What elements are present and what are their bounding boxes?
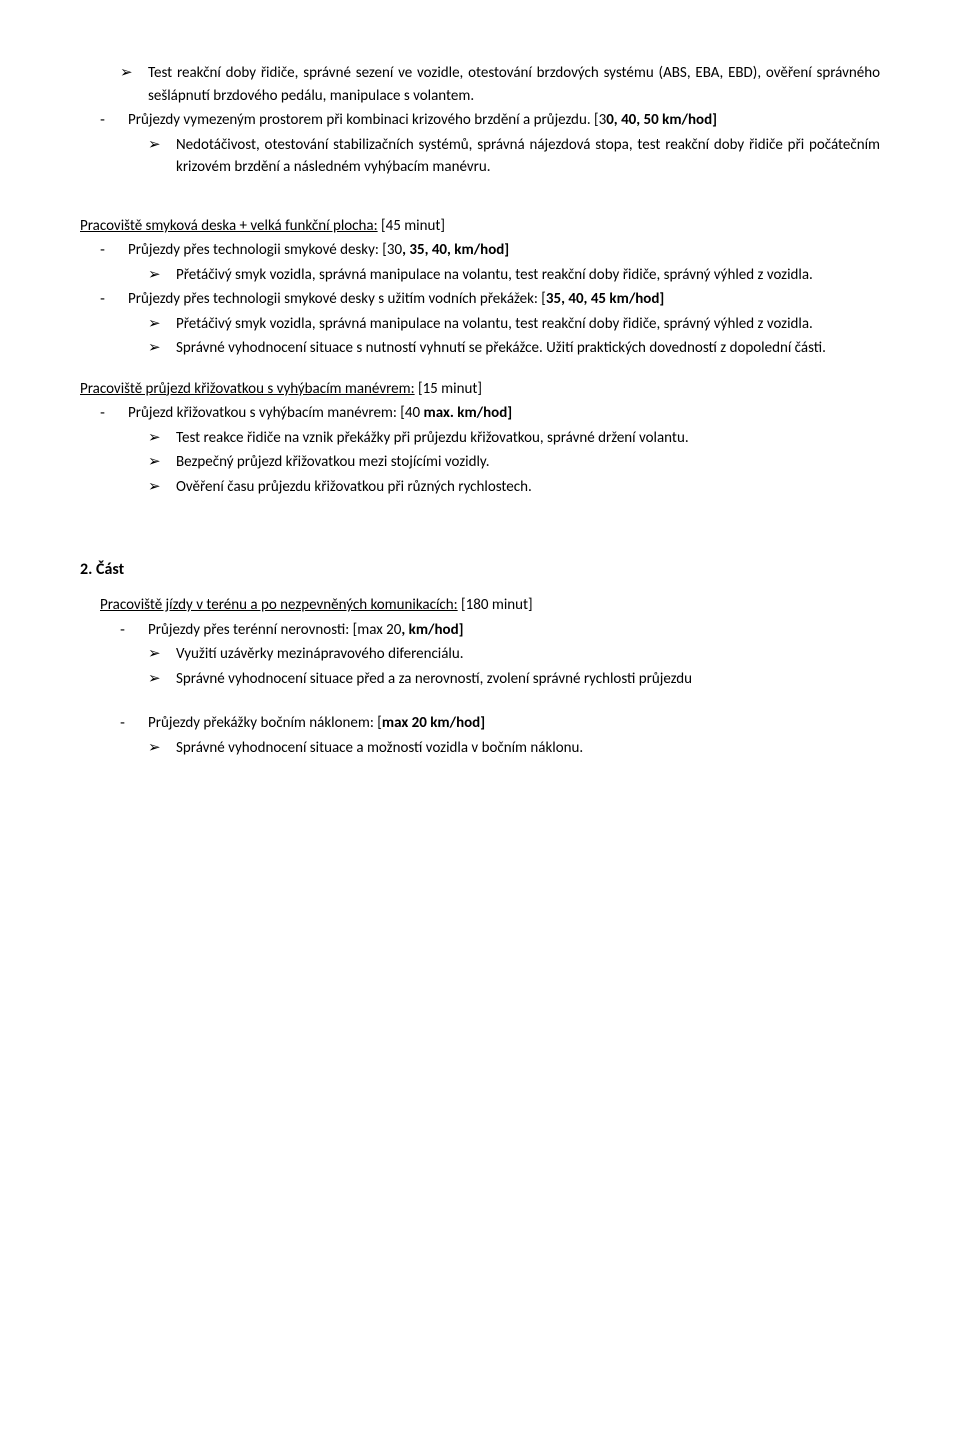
bullet-dash: - Průjezdy přes technologii smykové desk… [80, 239, 880, 262]
section-3: Pracoviště průjezd křižovatkou s vyhýbac… [80, 378, 880, 499]
arrow-icon: ➢ [80, 427, 176, 450]
dash-icon: - [80, 109, 128, 132]
arrow-icon: ➢ [80, 264, 176, 287]
dash-icon: - [80, 619, 148, 642]
bullet-arrow: ➢ Ověření času průjezdu křižovatkou při … [80, 476, 880, 499]
text: Správné vyhodnocení situace před a za ne… [176, 668, 880, 691]
bullet-arrow: ➢ Využití uzávěrky mezinápravového difer… [80, 643, 880, 666]
bullet-arrow: ➢ Přetáčivý smyk vozidla, správná manipu… [80, 313, 880, 336]
arrow-icon: ➢ [80, 313, 176, 336]
dash-icon: - [80, 402, 128, 425]
bullet-dash: - Průjezdy přes technologii smykové desk… [80, 288, 880, 311]
dash-icon: - [80, 712, 148, 735]
text: Nedotáčivost, otestování stabilizačních … [176, 134, 880, 179]
bullet-dash: - Průjezd křižovatkou s vyhýbacím manévr… [80, 402, 880, 425]
bullet-arrow: ➢ Nedotáčivost, otestování stabilizačníc… [80, 134, 880, 179]
section-1: ➢ Test reakční doby řidiče, správné seze… [80, 62, 880, 179]
bullet-dash: - Průjezdy překážky bočním náklonem: [ma… [80, 712, 880, 735]
dash-icon: - [80, 288, 128, 311]
heading: Pracoviště jízdy v terénu a po nezpevněn… [100, 594, 880, 617]
text: Využití uzávěrky mezinápravového diferen… [176, 643, 880, 666]
text: Bezpečný průjezd křižovatkou mezi stojíc… [176, 451, 880, 474]
arrow-icon: ➢ [80, 668, 176, 691]
arrow-icon: ➢ [80, 737, 176, 760]
arrow-icon: ➢ [80, 643, 176, 666]
bullet-arrow: ➢ Správné vyhodnocení situace před a za … [80, 668, 880, 691]
bullet-arrow: ➢ Bezpečný průjezd křižovatkou mezi stoj… [80, 451, 880, 474]
text: Ověření času průjezdu křižovatkou při rů… [176, 476, 880, 499]
text: Přetáčivý smyk vozidla, správná manipula… [176, 313, 880, 336]
text: Test reakční doby řidiče, správné sezení… [148, 62, 880, 107]
section-2: Pracoviště smyková deska + velká funkční… [80, 215, 880, 360]
heading: Pracoviště smyková deska + velká funkční… [80, 215, 880, 238]
text: Průjezdy překážky bočním náklonem: [max … [148, 712, 880, 735]
bullet-dash: - Průjezdy vymezeným prostorem při kombi… [80, 109, 880, 132]
heading: Pracoviště průjezd křižovatkou s vyhýbac… [80, 378, 880, 401]
arrow-icon: ➢ [80, 476, 176, 499]
bullet-dash: - Průjezdy přes terénní nerovnosti: [max… [80, 619, 880, 642]
text: Průjezdy vymezeným prostorem při kombina… [128, 109, 880, 132]
bullet-arrow: ➢ Test reakce řidiče na vznik překážky p… [80, 427, 880, 450]
arrow-icon: ➢ [80, 62, 148, 107]
part-2-heading: 2. Část [80, 558, 880, 582]
section-4: Pracoviště jízdy v terénu a po nezpevněn… [80, 594, 880, 759]
bullet-arrow: ➢ Přetáčivý smyk vozidla, správná manipu… [80, 264, 880, 287]
arrow-icon: ➢ [80, 451, 176, 474]
arrow-icon: ➢ [80, 337, 176, 360]
text: Průjezdy přes technologii smykové desky … [128, 288, 880, 311]
bullet-arrow: ➢ Správné vyhodnocení situace s nutností… [80, 337, 880, 360]
bullet-arrow: ➢ Správné vyhodnocení situace a možností… [80, 737, 880, 760]
text: Průjezd křižovatkou s vyhýbacím manévrem… [128, 402, 880, 425]
bullet-arrow: ➢ Test reakční doby řidiče, správné seze… [80, 62, 880, 107]
arrow-icon: ➢ [80, 134, 176, 179]
text: Průjezdy přes technologii smykové desky:… [128, 239, 880, 262]
text: Správné vyhodnocení situace a možností v… [176, 737, 880, 760]
text: Přetáčivý smyk vozidla, správná manipula… [176, 264, 880, 287]
text: Průjezdy přes terénní nerovnosti: [max 2… [148, 619, 880, 642]
dash-icon: - [80, 239, 128, 262]
text: Správné vyhodnocení situace s nutností v… [176, 337, 880, 360]
text: Test reakce řidiče na vznik překážky při… [176, 427, 880, 450]
